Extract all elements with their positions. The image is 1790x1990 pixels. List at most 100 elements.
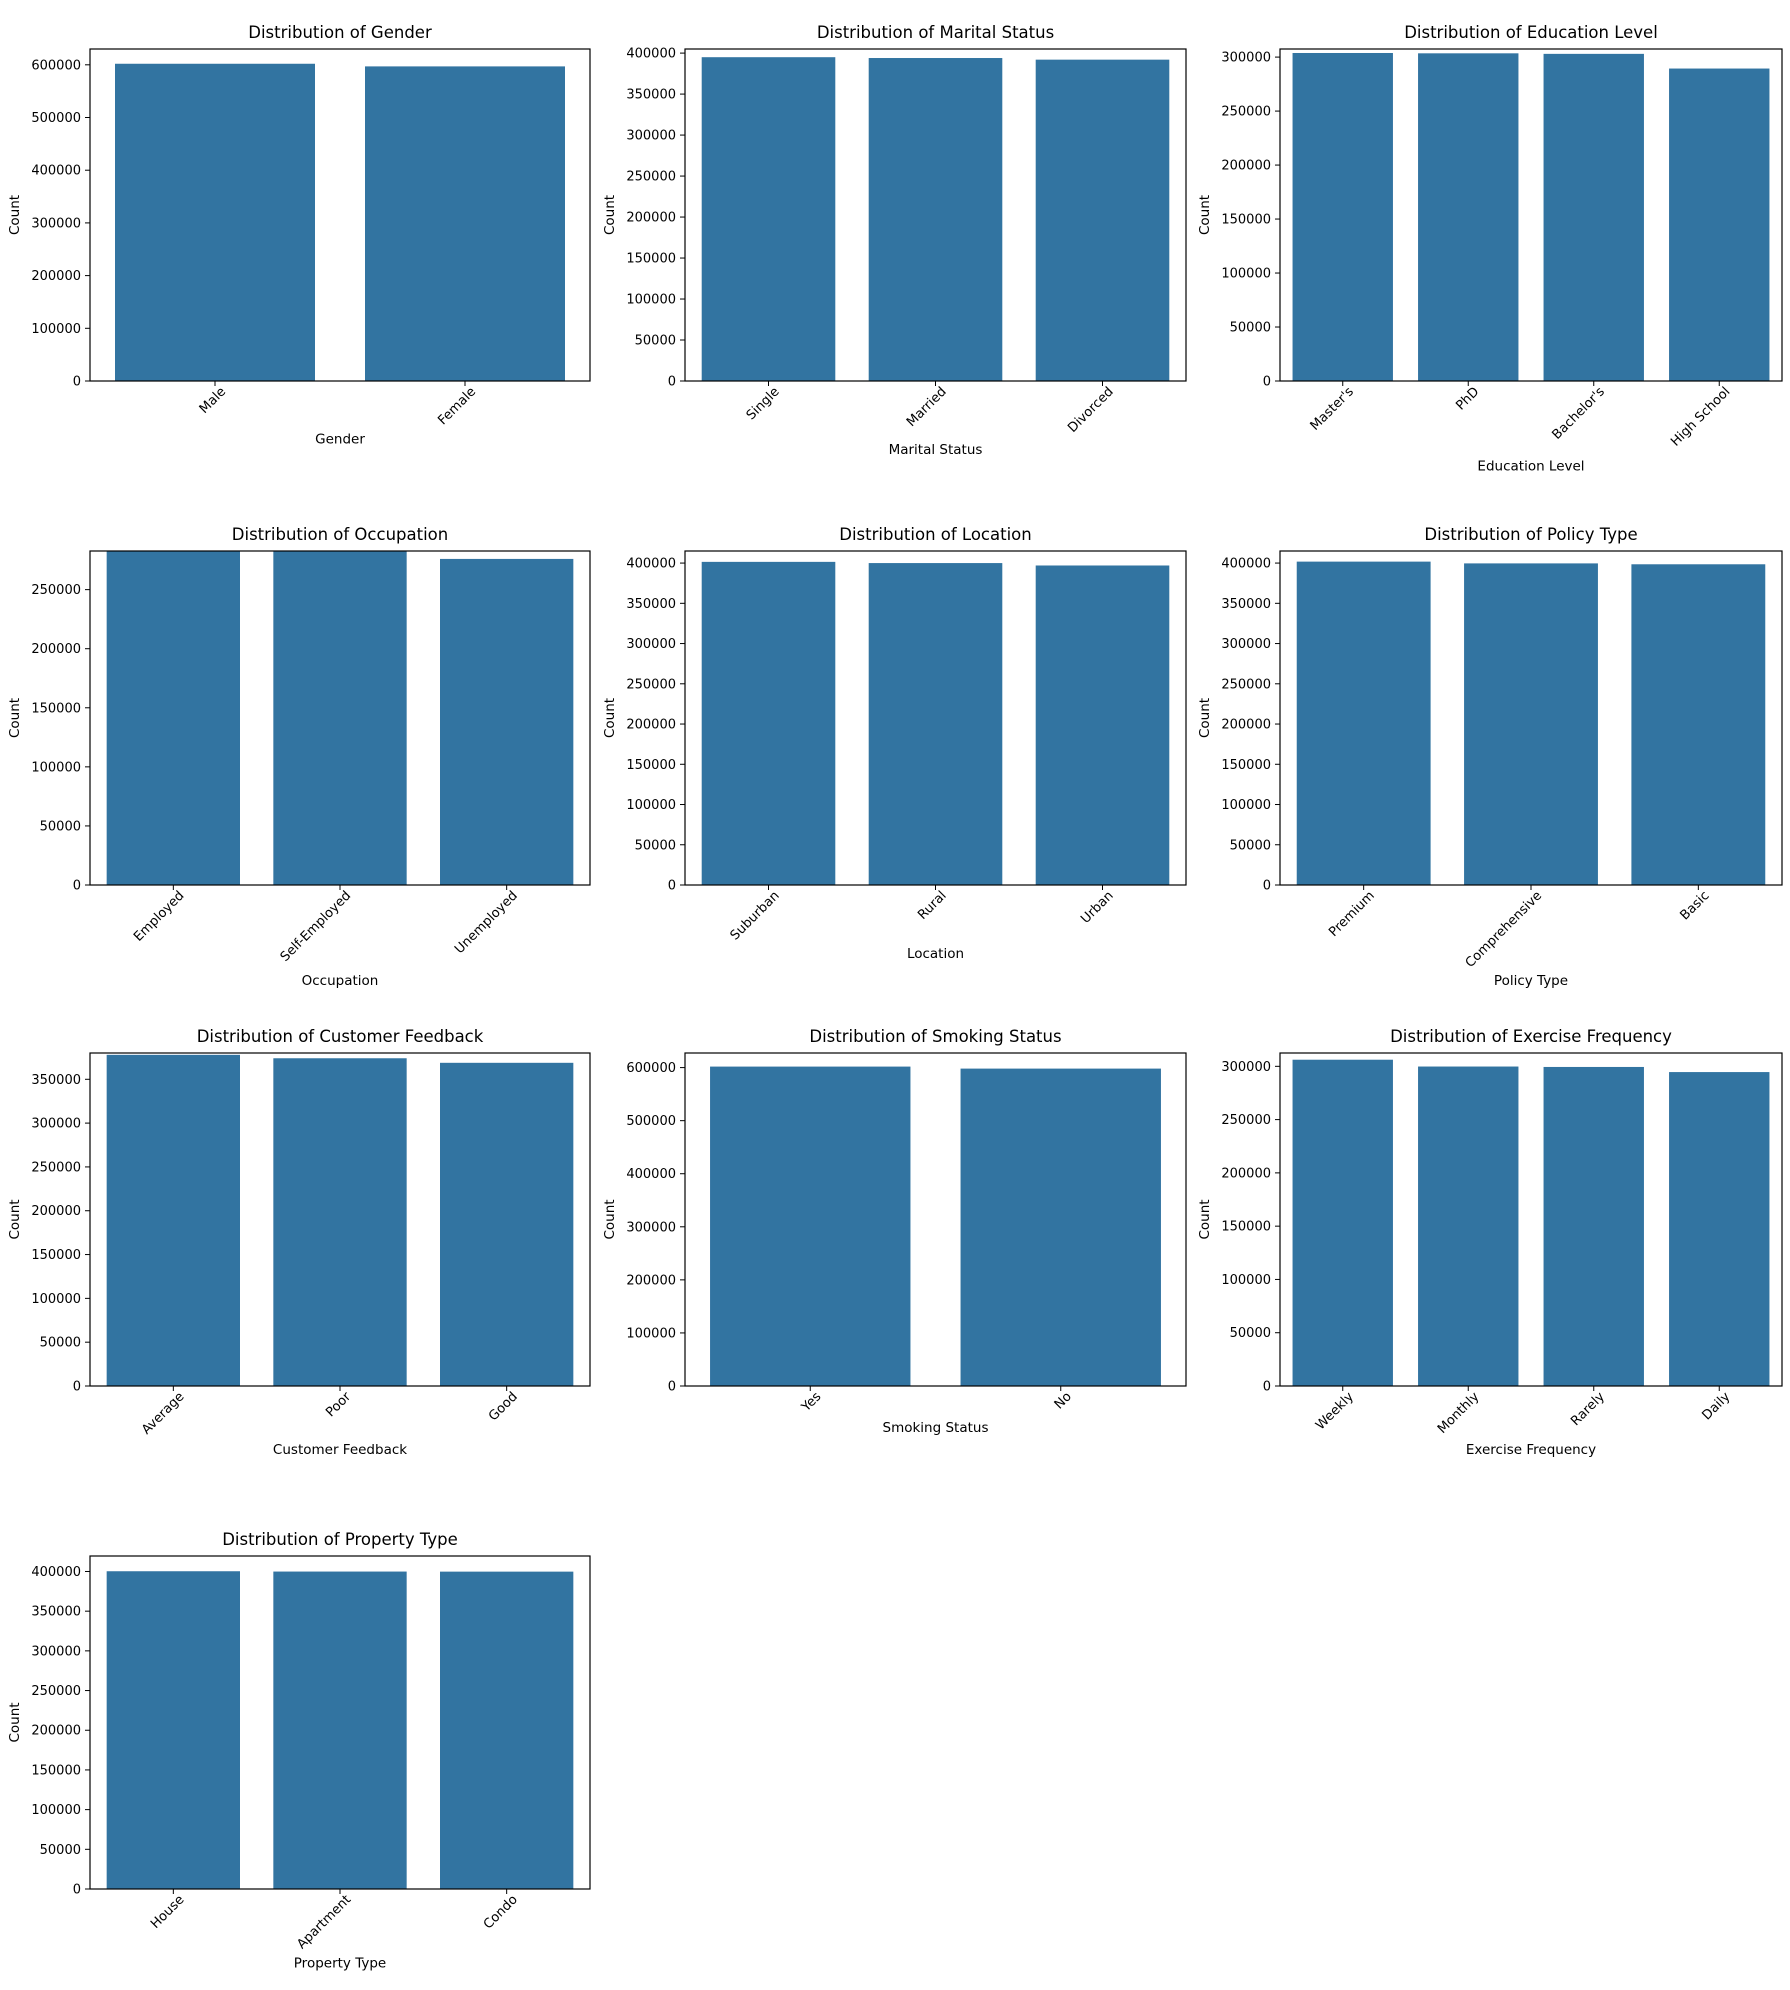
bar <box>1543 1066 1644 1386</box>
x-tick-label: Condo <box>481 1892 521 1932</box>
y-tick-label: 400000 <box>626 1167 676 1182</box>
y-tick-label: 250000 <box>31 1160 81 1175</box>
y-tick-label: 600000 <box>31 58 81 73</box>
x-axis-label: Exercise Frequency <box>1466 1442 1596 1458</box>
chart-panel: 0 50000 100000 150000 200000 250000 300000 Week… <box>1197 1027 1783 1458</box>
x-tick-label: Weekly <box>1313 1389 1357 1433</box>
y-tick-label: 150000 <box>1221 1220 1271 1235</box>
chart-panel: 0 100000 200000 300000 400000 500000 600000 Yes… <box>602 1027 1187 1436</box>
chart-title: Distribution of Property Type <box>222 1530 458 1549</box>
x-tick-label: Comprehensive <box>1463 888 1545 970</box>
y-tick-label: 200000 <box>31 642 81 657</box>
x-tick-label: Apartment <box>294 1892 354 1952</box>
y-tick-label: 0 <box>73 879 81 894</box>
bar <box>1035 59 1170 381</box>
y-tick-label: 50000 <box>40 819 81 834</box>
y-tick-label: 350000 <box>31 1605 81 1620</box>
y-tick-label: 200000 <box>31 1204 81 1219</box>
y-axis-label: Count <box>7 1702 23 1742</box>
x-tick-label: Divorced <box>1065 384 1116 435</box>
y-tick-label: 50000 <box>635 334 676 349</box>
y-tick-label: 100000 <box>626 1326 676 1341</box>
x-tick-label: Daily <box>1700 1389 1734 1423</box>
y-tick-label: 100000 <box>626 798 676 813</box>
y-axis-label: Count <box>7 1199 23 1239</box>
y-axis-label: Count <box>1197 698 1213 738</box>
y-tick-label: 600000 <box>626 1061 676 1076</box>
chart-title: Distribution of Marital Status <box>817 23 1054 42</box>
bar <box>701 57 836 381</box>
bar <box>1543 53 1644 382</box>
y-tick-label: 200000 <box>626 718 676 733</box>
y-tick-label: 300000 <box>31 1117 81 1132</box>
y-tick-label: 0 <box>73 1883 81 1898</box>
axes-frame <box>684 1052 1187 1387</box>
bar <box>273 1571 407 1889</box>
y-tick-label: 200000 <box>626 1273 676 1288</box>
y-tick-label: 200000 <box>1221 1166 1271 1181</box>
x-tick-label: Female <box>435 384 479 428</box>
y-tick-label: 300000 <box>1221 637 1271 652</box>
bar <box>440 1571 574 1889</box>
y-tick-label: 0 <box>668 375 676 390</box>
axes-frame <box>1279 48 1783 382</box>
y-tick-label: 200000 <box>1221 159 1271 174</box>
y-tick-label: 100000 <box>1221 1273 1271 1288</box>
y-tick-label: 400000 <box>626 47 676 62</box>
chart-panel: 0 50000 100000 150000 200000 250000 300000 3500… <box>7 1027 591 1458</box>
y-tick-label: 500000 <box>626 1114 676 1129</box>
x-tick-label: Premium <box>1326 888 1378 940</box>
x-axis-label: Customer Feedback <box>273 1442 407 1458</box>
y-tick-label: 150000 <box>626 252 676 267</box>
x-tick-label: Married <box>904 384 950 430</box>
y-tick-label: 200000 <box>31 269 81 284</box>
chart-title: Distribution of Customer Feedback <box>197 1027 484 1046</box>
bar <box>1631 564 1766 885</box>
bar <box>1464 563 1598 885</box>
y-tick-label: 100000 <box>1221 798 1271 813</box>
y-tick-label: 0 <box>668 1380 676 1395</box>
chart-title: Distribution of Smoking Status <box>809 1027 1061 1046</box>
y-tick-label: 200000 <box>626 211 676 226</box>
bar <box>1292 1059 1393 1386</box>
y-tick-label: 400000 <box>1221 557 1271 572</box>
x-tick-label: House <box>148 1892 187 1931</box>
bar <box>1669 1072 1770 1386</box>
y-axis-label: Count <box>602 1199 618 1239</box>
y-tick-label: 50000 <box>40 1843 81 1858</box>
y-tick-label: 500000 <box>31 111 81 126</box>
y-axis-label: Count <box>602 698 618 738</box>
bar <box>115 63 315 381</box>
y-tick-label: 350000 <box>1221 597 1271 612</box>
y-tick-label: 200000 <box>31 1724 81 1739</box>
y-tick-label: 300000 <box>626 1220 676 1235</box>
bar <box>868 58 1003 382</box>
y-tick-label: 100000 <box>626 293 676 308</box>
bar <box>106 1054 241 1386</box>
y-tick-label: 250000 <box>1221 1113 1271 1128</box>
y-tick-label: 250000 <box>1221 105 1271 120</box>
bar <box>868 563 1003 885</box>
y-tick-label: 300000 <box>626 129 676 144</box>
y-tick-label: 100000 <box>31 322 81 337</box>
chart-title: Distribution of Location <box>839 525 1031 544</box>
chart-panel: 0 50000 100000 150000 200000 250000 300000 3500… <box>7 1530 591 1972</box>
x-tick-label: Basic <box>1678 888 1713 923</box>
chart-panel: 0 100000 200000 300000 400000 500000 600000 Mal… <box>7 23 591 447</box>
chart-panel: 0 50000 100000 150000 200000 250000 300000 Mast… <box>1197 23 1783 474</box>
y-tick-label: 400000 <box>626 557 676 572</box>
y-tick-label: 150000 <box>1221 758 1271 773</box>
bar <box>1292 52 1393 381</box>
x-tick-label: Bachelor's <box>1550 384 1609 443</box>
bar <box>960 1068 1161 1386</box>
y-tick-label: 300000 <box>31 216 81 231</box>
y-tick-label: 300000 <box>626 637 676 652</box>
bar <box>710 1066 911 1386</box>
chart-panel: 0 50000 100000 150000 200000 250000 300000 3500… <box>1197 525 1783 989</box>
x-tick-label: Suburban <box>728 888 783 943</box>
y-tick-label: 50000 <box>635 838 676 853</box>
y-tick-label: 150000 <box>626 758 676 773</box>
y-tick-label: 0 <box>73 375 81 390</box>
y-axis-label: Count <box>7 698 23 738</box>
x-tick-label: Master's <box>1308 384 1357 433</box>
